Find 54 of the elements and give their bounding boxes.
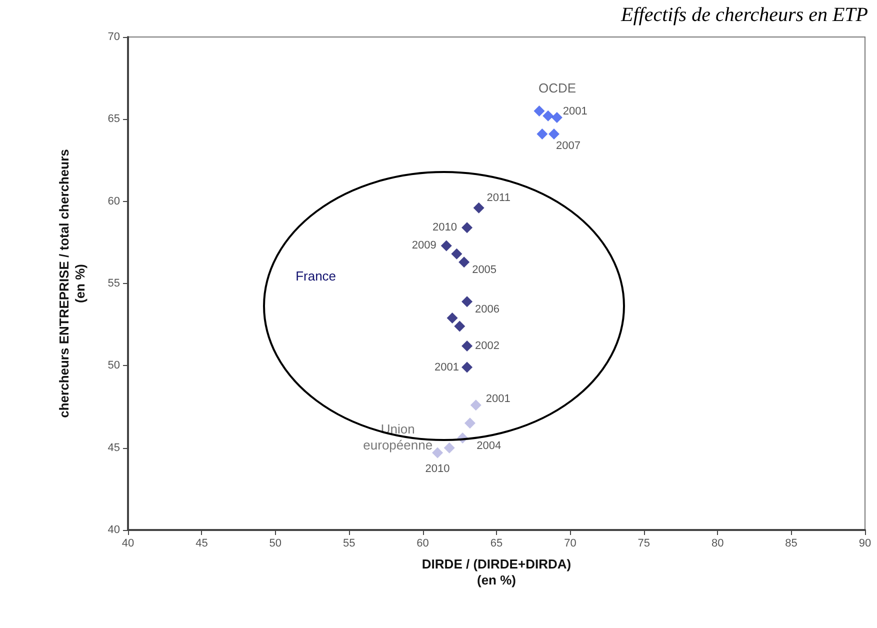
point <box>542 110 554 122</box>
x-axis-title: DIRDE / (DIRDE+DIRDA) (en %) <box>422 556 572 588</box>
x-tick-label: 50 <box>269 538 282 550</box>
point <box>446 312 458 324</box>
annotation: 2001 <box>486 393 510 406</box>
annotation: 2009 <box>412 240 436 252</box>
point <box>444 442 455 454</box>
y-tick-label: 60 <box>108 195 120 208</box>
x-tick-label: 80 <box>711 538 724 550</box>
y-tick-label: 40 <box>108 524 120 536</box>
point <box>458 256 470 268</box>
y-tick-label: 45 <box>108 442 120 454</box>
x-tick-label: 70 <box>564 538 576 550</box>
annotation: 2010 <box>432 222 458 234</box>
point <box>536 128 548 140</box>
point <box>432 447 444 458</box>
y-tick-label: 70 <box>108 31 120 43</box>
point <box>548 128 560 140</box>
point <box>462 362 473 373</box>
point <box>454 320 466 332</box>
x-tick-label: 75 <box>638 538 650 550</box>
x-tick-label: 65 <box>490 538 503 550</box>
annotation: 2007 <box>556 140 580 152</box>
y-tick-label: 65 <box>108 113 120 126</box>
x-tick-label: 90 <box>858 538 872 550</box>
text: France <box>296 268 336 284</box>
point <box>462 296 473 308</box>
x-tick-label: 60 <box>416 538 429 550</box>
annotation: 2005 <box>472 264 497 276</box>
annotation: 2001 <box>562 106 588 118</box>
point <box>464 418 476 429</box>
y-tick-label: 50 <box>108 360 120 372</box>
point <box>534 105 545 116</box>
annotation: 2006 <box>475 304 500 316</box>
series-label: OCDE <box>538 80 576 96</box>
chart-title: Effectifs de chercheurs en ETP <box>620 4 868 26</box>
point <box>451 248 462 260</box>
point <box>462 340 473 352</box>
y-axis-title: chercheurs ENTREPRISE / total chercheurs (en %) <box>56 149 88 418</box>
point <box>473 202 484 214</box>
y-tick-label: 55 <box>108 278 120 290</box>
point <box>440 240 452 252</box>
x-tick-label: 85 <box>785 538 798 550</box>
annotation: 2004 <box>476 440 502 452</box>
x-tick-label: 45 <box>196 538 208 550</box>
x-tick-label: 40 <box>122 538 134 550</box>
point <box>462 222 473 234</box>
point <box>551 112 562 124</box>
annotation: 2002 <box>475 340 500 352</box>
annotation: 2011 <box>486 192 510 204</box>
annotation: 2001 <box>434 361 460 374</box>
point <box>470 400 482 411</box>
x-tick-label: 55 <box>342 538 356 550</box>
annotation: 2010 <box>425 462 450 475</box>
